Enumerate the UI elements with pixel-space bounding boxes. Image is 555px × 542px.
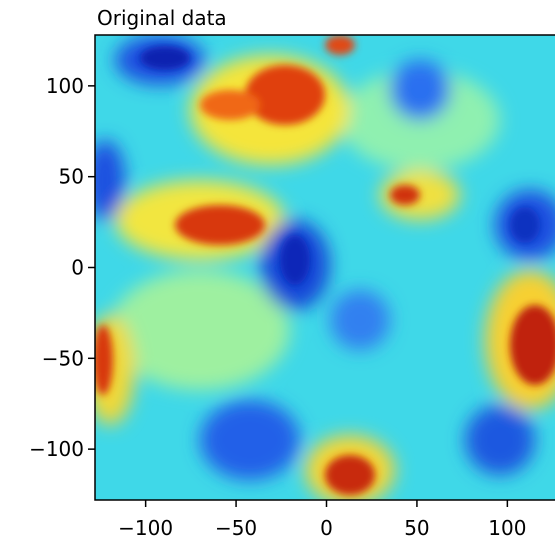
- y-tick-label: −100: [29, 437, 84, 461]
- y-tick-label: 0: [71, 256, 84, 280]
- x-tick-label: 50: [404, 516, 429, 540]
- x-tick-label: 100: [488, 516, 526, 540]
- x-tick-label: −100: [118, 516, 173, 540]
- y-tick-label: 100: [46, 74, 84, 98]
- heatmap-image: [95, 35, 555, 500]
- x-tick-label: −50: [215, 516, 257, 540]
- chart-title: Original data: [97, 6, 227, 30]
- y-tick-label: 50: [59, 165, 84, 189]
- y-tick-label: −50: [42, 346, 84, 370]
- x-tick-label: 0: [320, 516, 333, 540]
